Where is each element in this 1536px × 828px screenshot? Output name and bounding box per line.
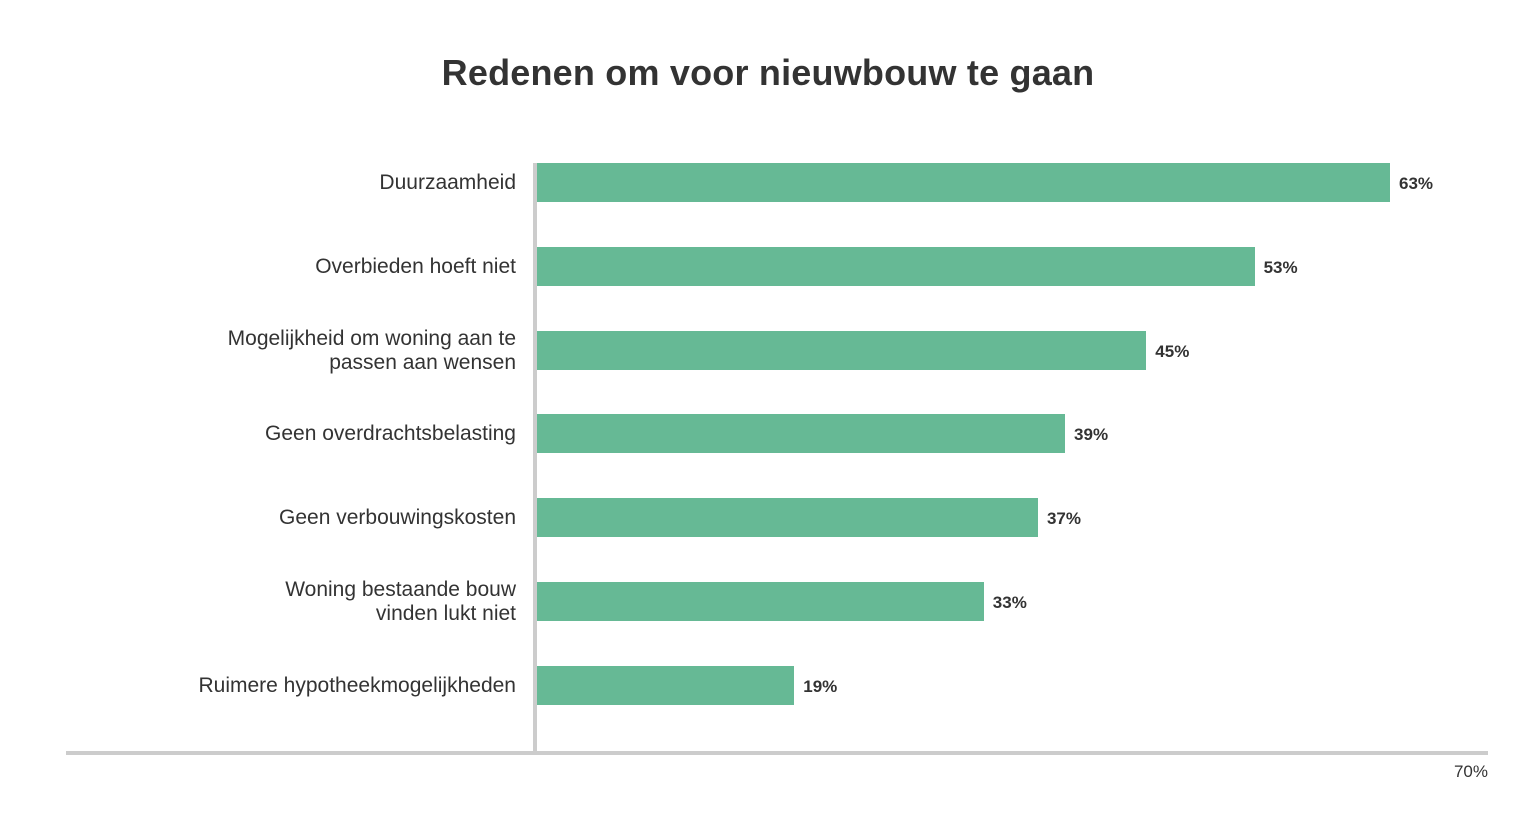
bar bbox=[537, 665, 795, 705]
category-label: Geen verbouwingskosten bbox=[96, 506, 516, 530]
category-label-line-1: Overbieden hoeft niet bbox=[315, 254, 516, 278]
bar bbox=[537, 330, 1147, 370]
bar-row: Woning bestaande bouw vinden lukt niet 3… bbox=[0, 578, 1536, 625]
value-label: 45% bbox=[1155, 341, 1190, 361]
value-label: 37% bbox=[1046, 509, 1081, 529]
category-label-line-2: passen aan wensen bbox=[329, 350, 516, 374]
category-label-line-1: Woning bestaande bouw bbox=[285, 578, 516, 601]
chart-title: Redenen om voor nieuwbouw te gaan bbox=[441, 52, 1095, 93]
category-label-line-1: Geen verbouwingskosten bbox=[279, 506, 516, 530]
value-label: 39% bbox=[1074, 425, 1109, 445]
bar bbox=[537, 582, 984, 621]
category-label-line-1: Geen overdrachtsbelasting bbox=[265, 422, 516, 446]
bar-row: Geen overdrachtsbelasting 39% bbox=[0, 414, 1536, 454]
category-label-line-2: vinden lukt niet bbox=[375, 602, 516, 625]
bar bbox=[537, 163, 1390, 202]
category-label: Overbieden hoeft niet bbox=[96, 255, 516, 279]
category-label: Geen overdrachtsbelasting bbox=[96, 422, 516, 446]
y-axis-line bbox=[533, 163, 537, 755]
category-label: Mogelijkheid om woning aan te passen aan… bbox=[96, 327, 516, 375]
bar bbox=[537, 414, 1066, 454]
category-label-line-1: Mogelijkheid om woning aan te bbox=[227, 326, 516, 350]
bar-row: Mogelijkheid om woning aan te passen aan… bbox=[0, 327, 1536, 374]
category-label: Woning bestaande bouw vinden lukt niet bbox=[96, 578, 516, 626]
bar-row: Duurzaamheid 63% bbox=[0, 163, 1536, 203]
category-label: Duurzaamheid bbox=[96, 171, 516, 195]
value-label: 63% bbox=[1399, 174, 1434, 193]
bar-row: Geen verbouwingskosten 37% bbox=[0, 498, 1536, 538]
bar-row: Ruimere hypotheekmogelijkheden 19% bbox=[0, 665, 1536, 706]
bar bbox=[537, 246, 1255, 286]
value-label: 53% bbox=[1263, 257, 1298, 277]
category-label: Ruimere hypotheekmogelijkheden bbox=[96, 674, 516, 698]
value-label: 33% bbox=[992, 593, 1027, 612]
bar-row: Overbieden hoeft niet 53% bbox=[0, 246, 1536, 287]
value-label: 19% bbox=[803, 676, 838, 696]
category-label-line-1: Duurzaamheid bbox=[379, 171, 516, 194]
x-axis-max-tick: 70% bbox=[1453, 762, 1488, 781]
bar bbox=[537, 498, 1038, 538]
x-axis-line bbox=[66, 751, 1488, 755]
category-label-line-1: Ruimere hypotheekmogelijkheden bbox=[198, 673, 516, 697]
